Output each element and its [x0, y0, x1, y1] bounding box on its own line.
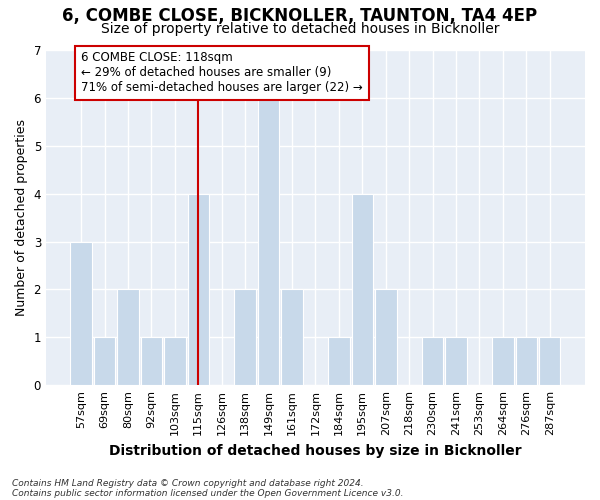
- Text: Size of property relative to detached houses in Bicknoller: Size of property relative to detached ho…: [101, 22, 499, 36]
- Text: 6 COMBE CLOSE: 118sqm
← 29% of detached houses are smaller (9)
71% of semi-detac: 6 COMBE CLOSE: 118sqm ← 29% of detached …: [81, 52, 363, 94]
- Bar: [281, 290, 303, 385]
- Bar: [445, 338, 467, 385]
- Y-axis label: Number of detached properties: Number of detached properties: [15, 119, 28, 316]
- Bar: [70, 242, 92, 385]
- Bar: [328, 338, 350, 385]
- Bar: [258, 98, 280, 385]
- Bar: [515, 338, 537, 385]
- Bar: [117, 290, 139, 385]
- Text: Contains public sector information licensed under the Open Government Licence v3: Contains public sector information licen…: [12, 488, 404, 498]
- X-axis label: Distribution of detached houses by size in Bicknoller: Distribution of detached houses by size …: [109, 444, 522, 458]
- Bar: [94, 338, 115, 385]
- Bar: [352, 194, 373, 385]
- Bar: [539, 338, 560, 385]
- Bar: [188, 194, 209, 385]
- Bar: [235, 290, 256, 385]
- Bar: [492, 338, 514, 385]
- Bar: [140, 338, 162, 385]
- Bar: [422, 338, 443, 385]
- Bar: [375, 290, 397, 385]
- Text: 6, COMBE CLOSE, BICKNOLLER, TAUNTON, TA4 4EP: 6, COMBE CLOSE, BICKNOLLER, TAUNTON, TA4…: [62, 8, 538, 26]
- Bar: [164, 338, 185, 385]
- Text: Contains HM Land Registry data © Crown copyright and database right 2024.: Contains HM Land Registry data © Crown c…: [12, 478, 364, 488]
